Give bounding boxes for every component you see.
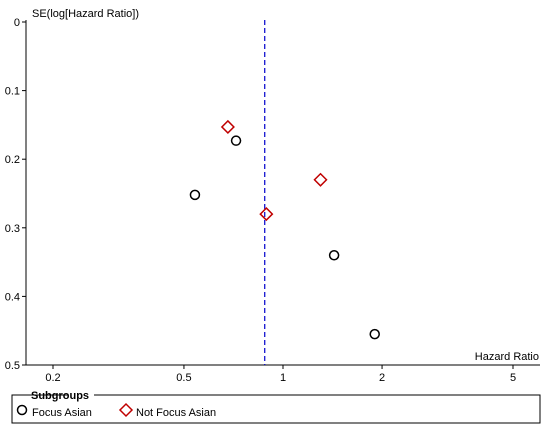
- x-tick-label: 0.5: [176, 372, 191, 384]
- x-tick-label: 1: [280, 372, 286, 384]
- data-points: [189, 119, 380, 340]
- y-axis-label: SE(log[Hazard Ratio]): [32, 8, 139, 20]
- not-focus-asian-point: [220, 119, 235, 135]
- x-tick-label: 2: [379, 372, 385, 384]
- x-tick-label: 5: [510, 372, 516, 384]
- x-tick-label: 0.2: [45, 372, 60, 384]
- x-axis-ticks: 0.2 0.5 1 2 5: [45, 365, 516, 384]
- legend-title: Subgroups: [31, 390, 89, 402]
- y-tick-label: 0: [14, 17, 20, 29]
- not-focus-asian-point: [313, 172, 328, 187]
- x-axis-label: Hazard Ratio: [475, 351, 539, 363]
- legend-label-not-focus-asian: Not Focus Asian: [136, 407, 216, 419]
- legend-circle-icon: [16, 404, 28, 416]
- focus-asian-point: [189, 189, 201, 201]
- not-focus-asian-point: [259, 207, 274, 222]
- focus-asian-point: [369, 328, 380, 340]
- legend-frame: [11, 394, 541, 424]
- y-tick-label: 0.2: [5, 154, 20, 166]
- legend-label-focus-asian: Focus Asian: [32, 407, 92, 419]
- y-tick-label: 0.5: [5, 360, 20, 372]
- y-tick-label: 0.3: [5, 223, 20, 235]
- focus-asian-point: [230, 135, 242, 146]
- legend-diamond-icon: [118, 402, 134, 418]
- focus-asian-point: [328, 249, 340, 261]
- y-tick-label: 0.4: [5, 291, 20, 303]
- y-tick-label: 0.1: [5, 86, 20, 98]
- y-axis-ticks: 0 0.1 0.2 0.3 0.4 0.5: [5, 17, 26, 372]
- legend: Subgroups Focus Asian Not Focus Asian: [11, 390, 541, 424]
